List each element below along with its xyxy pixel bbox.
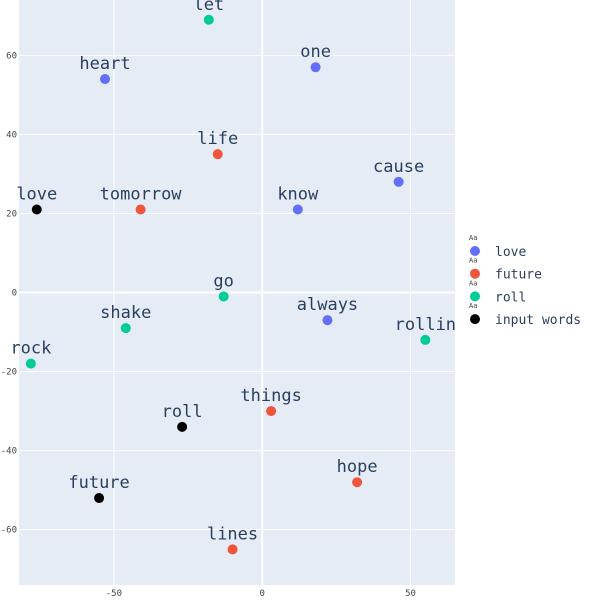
- scatter-point[interactable]: [212, 149, 223, 160]
- legend-marker-text: Aa: [469, 257, 477, 265]
- y-tick-label: 0: [12, 289, 17, 299]
- point-label: cause: [373, 157, 424, 177]
- legend-label: love: [495, 245, 526, 260]
- scatter-point[interactable]: [177, 421, 188, 432]
- scatter-point[interactable]: [94, 493, 105, 504]
- point-label: go: [213, 271, 233, 291]
- scatter-point[interactable]: [292, 204, 303, 215]
- point-label: things: [240, 386, 301, 406]
- scatter-point[interactable]: [266, 406, 277, 417]
- legend-item[interactable]: Aa future: [469, 257, 542, 283]
- legend-marker-text: Aa: [469, 234, 477, 242]
- x-tick-label: 50: [405, 589, 416, 599]
- series-love: heart one cause know always: [79, 42, 424, 326]
- scatter-point[interactable]: [100, 74, 111, 85]
- point-label: shake: [100, 303, 151, 323]
- point-label: roll: [162, 402, 203, 422]
- point-label: love: [16, 184, 57, 204]
- legend-marker: [470, 291, 480, 302]
- scatter-point[interactable]: [218, 291, 229, 302]
- series-roll: let go shake rock rollin: [10, 0, 456, 369]
- point-label: rollin: [395, 315, 456, 335]
- point-label: one: [300, 42, 331, 62]
- y-tick-label: 40: [6, 130, 17, 140]
- legend-label: future: [495, 268, 542, 283]
- y-tick-label: -40: [1, 447, 17, 457]
- y-tick-label: -60: [1, 526, 17, 536]
- x-tick-label: 0: [259, 589, 264, 599]
- point-label: let: [193, 0, 224, 15]
- point-label: hope: [337, 457, 378, 477]
- legend-marker: [470, 314, 480, 325]
- x-tick-label: -50: [106, 589, 122, 599]
- legend-item[interactable]: Aa input words: [469, 302, 581, 328]
- y-tick-label: 60: [6, 51, 17, 61]
- scatter-point[interactable]: [322, 315, 333, 326]
- y-tick-label: -20: [1, 368, 17, 378]
- scatter-point[interactable]: [25, 358, 36, 369]
- legend-item[interactable]: Aa roll: [469, 279, 526, 305]
- scatter-point[interactable]: [203, 14, 214, 25]
- point-label: life: [197, 129, 238, 149]
- point-label: rock: [10, 339, 51, 359]
- point-label: lines: [207, 524, 258, 544]
- y-tick-label: 20: [6, 209, 17, 219]
- legend-marker-text: Aa: [469, 279, 477, 287]
- point-label: future: [68, 473, 129, 493]
- series-input-words: love roll future: [16, 184, 203, 504]
- scatter-point[interactable]: [310, 62, 321, 73]
- tick-layer: -50 0 50 -60 -40 -20 0 20 40 60: [1, 51, 416, 599]
- legend-marker: [470, 246, 480, 256]
- point-label: heart: [79, 54, 130, 74]
- legend[interactable]: Aa love Aa future Aa roll Aa input words: [469, 234, 581, 328]
- scatter-point[interactable]: [135, 204, 146, 215]
- point-label: always: [297, 295, 358, 315]
- legend-label: roll: [495, 290, 526, 305]
- scatter-point[interactable]: [420, 334, 431, 345]
- legend-label: input words: [495, 313, 581, 328]
- series-future: life tomorrow things hope lines: [100, 129, 378, 555]
- scatter-point[interactable]: [227, 544, 238, 555]
- grid-layer: [19, 0, 455, 585]
- scatter-point[interactable]: [120, 323, 131, 334]
- legend-item[interactable]: Aa love: [469, 234, 526, 260]
- point-label: tomorrow: [100, 184, 183, 204]
- legend-marker: [470, 268, 480, 279]
- legend-marker-text: Aa: [469, 302, 477, 310]
- scatter-point[interactable]: [352, 477, 363, 488]
- point-label: know: [277, 184, 319, 204]
- scatter-point[interactable]: [393, 176, 404, 187]
- points-layer: heart one cause know always life tomorrow thing…: [10, 0, 456, 555]
- scatter-point[interactable]: [31, 204, 42, 215]
